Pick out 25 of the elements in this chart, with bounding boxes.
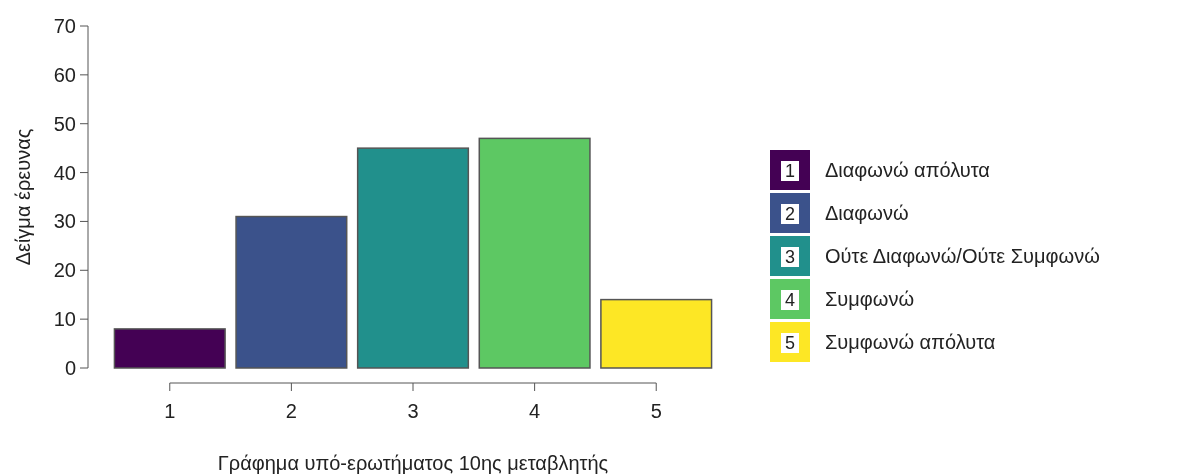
x-tick-label: 3 — [407, 400, 419, 422]
category-label: 3 — [784, 247, 796, 268]
legend-label: Διαφωνώ απόλυτα — [825, 159, 990, 182]
x-axis-title: Γράφημα υπό-ερωτήματος 10ης μεταβλητής — [217, 452, 609, 474]
y-tick-label: 10 — [53, 308, 76, 331]
legend-label: Διαφωνώ — [825, 202, 909, 225]
x-tick-label: 5 — [650, 400, 662, 422]
x-tick-label: 4 — [529, 400, 541, 422]
x-tick-label: 2 — [285, 400, 297, 422]
category-label: 2 — [784, 204, 796, 225]
y-tick-label: 40 — [53, 161, 76, 184]
y-axis-title: Δείγμα έρευνας — [12, 128, 34, 266]
y-tick-label: 60 — [53, 63, 76, 86]
legend-label: Συμφωνώ — [825, 288, 915, 311]
legend-label: Ούτε Διαφωνώ/Ούτε Συμφωνώ — [825, 245, 1100, 268]
category-label: 4 — [784, 290, 796, 311]
y-tick-label: 50 — [53, 112, 76, 135]
legend-label: Συμφωνώ απόλυτα — [825, 331, 996, 354]
y-tick-label: 70 — [53, 15, 76, 37]
y-tick-label: 20 — [53, 259, 76, 282]
category-label: 1 — [784, 161, 796, 182]
x-tick-label: 1 — [164, 400, 176, 422]
y-tick-label: 0 — [64, 357, 76, 379]
y-tick-label: 30 — [53, 210, 76, 233]
category-label: 5 — [784, 333, 796, 354]
